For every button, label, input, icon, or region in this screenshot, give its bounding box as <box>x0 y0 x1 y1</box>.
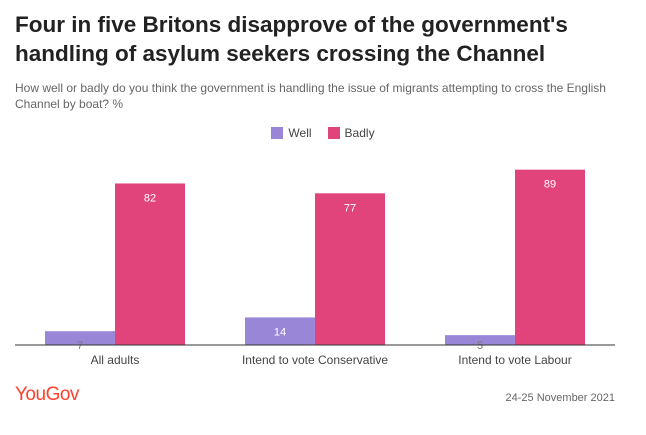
chart-subtitle: How well or badly do you think the gover… <box>15 81 606 111</box>
bar-well-2 <box>445 335 515 345</box>
yougov-logo: YouGov <box>15 384 79 405</box>
chart-legend: Well Badly <box>0 126 646 140</box>
data-label-well-2: 5 <box>477 340 483 352</box>
bar-badly-1 <box>315 193 385 345</box>
legend-label-well: Well <box>288 126 312 140</box>
data-label-well-0: 7 <box>77 340 83 352</box>
data-label-well-1: 14 <box>274 326 286 338</box>
legend-item-well: Well <box>271 126 312 140</box>
bar-well-1 <box>245 317 315 345</box>
bar-well-0 <box>45 331 115 345</box>
fieldwork-date: 24-25 November 2021 <box>505 392 615 404</box>
legend-item-badly: Badly <box>327 126 375 140</box>
legend-swatch-badly <box>327 127 340 139</box>
data-label-badly-1: 77 <box>344 202 356 214</box>
legend-label-badly: Badly <box>344 126 375 140</box>
data-label-badly-0: 82 <box>144 192 156 204</box>
bar-badly-0 <box>115 183 185 345</box>
category-label-0: All adults <box>91 353 140 367</box>
chart-title: Four in five Britons disapprove of the g… <box>15 12 568 66</box>
bar-badly-2 <box>515 169 585 345</box>
legend-swatch-well <box>271 127 284 139</box>
category-label-1: Intend to vote Conservative <box>242 353 388 367</box>
category-label-2: Intend to vote Labour <box>458 353 571 367</box>
data-label-badly-2: 89 <box>544 179 556 191</box>
